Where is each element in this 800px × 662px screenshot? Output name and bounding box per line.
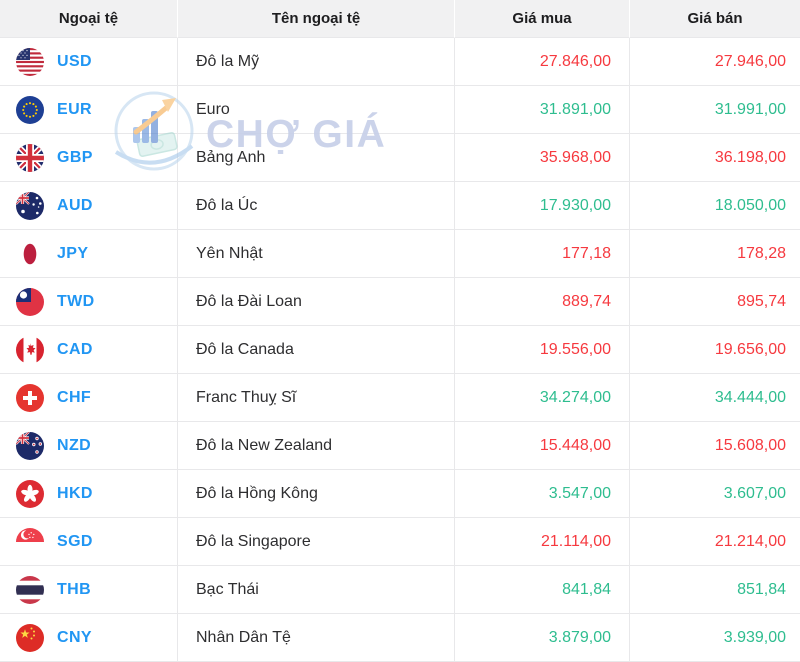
eu-flag-icon [16,95,44,124]
sell-price: 178,28 [630,230,800,278]
currency-name: Đô la Singapore [178,518,455,566]
currency-name: Đô la Úc [178,182,455,230]
sell-price: 3.939,00 [630,614,800,662]
table-row-aud[interactable]: AUD Đô la Úc 17.930,00 18.050,00 [0,182,800,230]
buy-price: 34.274,00 [455,374,630,422]
currency-name: Đô la Mỹ [178,38,455,86]
china-flag-icon [16,623,44,652]
table-row-cad[interactable]: CAD Đô la Canada 19.556,00 19.656,00 [0,326,800,374]
currency-code: TWD [57,292,95,310]
table-row-eur[interactable]: EUR Euro 31.891,00 31.991,00 [0,86,800,134]
sell-price: 34.444,00 [630,374,800,422]
sell-price: 895,74 [630,278,800,326]
buy-price: 35.968,00 [455,134,630,182]
sell-price: 21.214,00 [630,518,800,566]
table-row-jpy[interactable]: JPY Yên Nhật 177,18 178,28 [0,230,800,278]
buy-price: 19.556,00 [455,326,630,374]
table-row-gbp[interactable]: GBP Bảng Anh 35.968,00 36.198,00 [0,134,800,182]
currency-name: Euro [178,86,455,134]
table-row-usd[interactable]: USD Đô la Mỹ 27.846,00 27.946,00 [0,38,800,86]
buy-price: 841,84 [455,566,630,614]
currency-code: USD [57,52,92,70]
japan-flag-icon [16,240,44,268]
table-row-twd[interactable]: TWD Đô la Đài Loan 889,74 895,74 [0,278,800,326]
currency-code: EUR [57,100,92,118]
buy-price: 15.448,00 [455,422,630,470]
buy-price: 3.879,00 [455,614,630,662]
singapore-flag-icon [16,527,44,556]
table-row-cny[interactable]: CNY Nhân Dân Tệ 3.879,00 3.939,00 [0,614,800,662]
currency-name: Đô la New Zealand [178,422,455,470]
currency-code: GBP [57,148,93,166]
currency-code: CAD [57,340,93,358]
currency-code: THB [57,580,92,598]
sell-price: 31.991,00 [630,86,800,134]
us-flag-icon [16,47,44,76]
buy-price: 31.891,00 [455,86,630,134]
currency-name: Franc Thuỵ Sĩ [178,374,455,422]
sell-price: 851,84 [630,566,800,614]
currency-name: Bạc Thái [178,566,455,614]
sell-price: 18.050,00 [630,182,800,230]
table-header: Ngoại tệ Tên ngoại tệ Giá mua Giá bán [0,0,800,38]
sell-price: 3.607,00 [630,470,800,518]
header-sell-price: Giá bán [630,0,800,38]
header-buy-price: Giá mua [455,0,630,38]
currency-name: Đô la Canada [178,326,455,374]
table-row-nzd[interactable]: NZD Đô la New Zealand 15.448,00 15.608,0… [0,422,800,470]
currency-code: AUD [57,196,93,214]
table-row-thb[interactable]: THB Bạc Thái 841,84 851,84 [0,566,800,614]
currency-code: CNY [57,628,92,646]
switzerland-flag-icon [16,383,44,412]
new-zealand-flag-icon [16,431,44,460]
buy-price: 177,18 [455,230,630,278]
table-row-sgd[interactable]: SGD Đô la Singapore 21.114,00 21.214,00 [0,518,800,566]
currency-code: CHF [57,388,92,406]
currency-name: Đô la Đài Loan [178,278,455,326]
buy-price: 27.846,00 [455,38,630,86]
sell-price: 36.198,00 [630,134,800,182]
buy-price: 21.114,00 [455,518,630,566]
buy-price: 17.930,00 [455,182,630,230]
buy-price: 3.547,00 [455,470,630,518]
sell-price: 15.608,00 [630,422,800,470]
currency-code: SGD [57,532,93,550]
sell-price: 27.946,00 [630,38,800,86]
currency-name: Đô la Hồng Kông [178,470,455,518]
taiwan-flag-icon [16,287,44,316]
hong-kong-flag-icon [16,479,44,508]
header-currency-name: Tên ngoại tệ [178,0,455,38]
thailand-flag-icon [16,575,44,604]
currency-code: JPY [57,244,89,262]
australia-flag-icon [16,191,44,220]
currency-name: Bảng Anh [178,134,455,182]
currency-name: Yên Nhật [178,230,455,278]
currency-name: Nhân Dân Tệ [178,614,455,662]
canada-flag-icon [16,335,44,364]
table-row-chf[interactable]: CHF Franc Thuỵ Sĩ 34.274,00 34.444,00 [0,374,800,422]
buy-price: 889,74 [455,278,630,326]
table-row-hkd[interactable]: HKD Đô la Hồng Kông 3.547,00 3.607,00 [0,470,800,518]
currency-code: NZD [57,436,92,454]
header-currency: Ngoại tệ [0,0,178,38]
currency-code: HKD [57,484,93,502]
sell-price: 19.656,00 [630,326,800,374]
uk-flag-icon [16,143,44,172]
